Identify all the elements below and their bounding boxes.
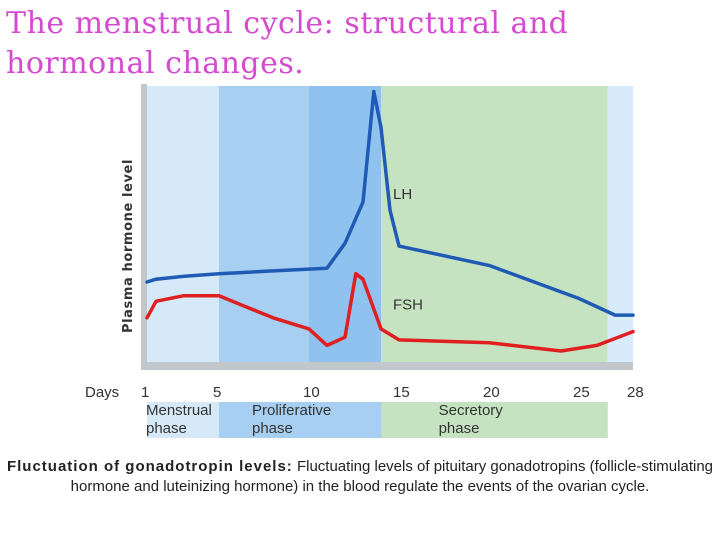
series-line-fsh [145,271,635,353]
x-axis-frame [141,362,633,370]
series-line-lh [145,89,635,317]
x-tick-label: 10 [303,384,320,401]
series-label-fsh: FSH [393,296,423,313]
x-tick-label: 5 [213,384,222,401]
x-tick-label: 15 [393,384,410,401]
title-line-2: hormonal changes. [6,46,305,81]
band-secretory [381,86,608,362]
strip-proliferative [219,402,381,438]
strip-menstrual [147,402,219,438]
phase-label: Menstrual phase [146,402,212,437]
caption-heading: Fluctuation of gonadotropin levels: [6,458,293,475]
x-tick-label: 28 [627,384,644,401]
strip-secretory [381,402,608,438]
series-label-lh: LH [393,186,412,203]
hormone-series [145,89,635,353]
figure-caption: Fluctuation of gonadotropin levels: Fluc… [6,457,714,497]
band-menstrual [147,86,219,362]
axis-frame [141,84,633,370]
band-next-cycle [607,86,633,362]
slide-title: The menstrual cycle: structural and horm… [6,4,606,84]
x-tick-label: 20 [483,384,500,401]
caption-body: Fluctuating levels of pituitary gonadotr… [70,458,714,495]
phase-label: Secretory phase [438,402,503,437]
title-line-1: The menstrual cycle: structural and [6,6,569,41]
x-tick-label: 25 [573,384,590,401]
phase-label: Proliferative phase [252,402,332,437]
y-axis-frame [141,84,147,370]
series-labels: LH FSH [393,186,423,313]
phase-bands [147,86,633,438]
x-axis-days-label: Days [85,384,120,401]
x-tick-label: 1 [141,384,150,401]
